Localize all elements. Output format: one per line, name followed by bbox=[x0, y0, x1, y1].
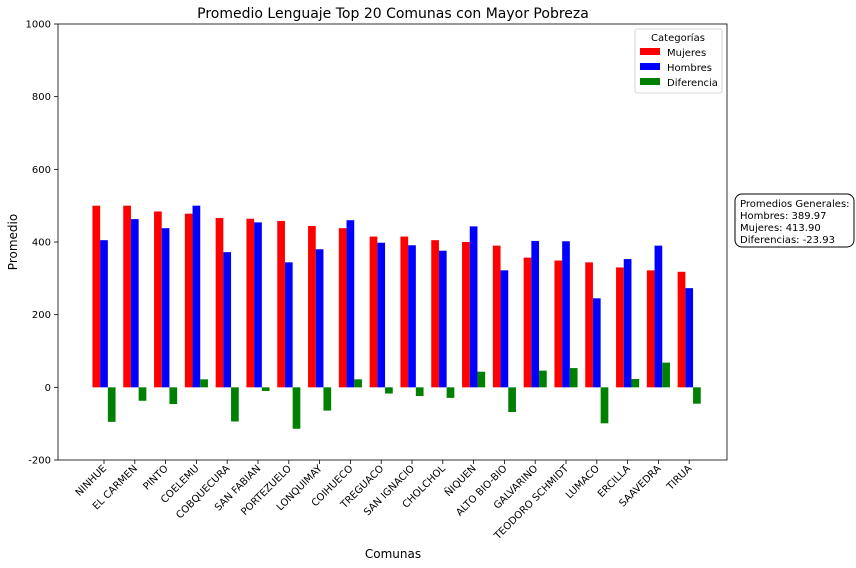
x-tick-label: PINTO bbox=[141, 463, 170, 492]
bar-hombres bbox=[223, 252, 232, 388]
bar-hombres bbox=[100, 240, 108, 388]
bar-mujeres bbox=[215, 218, 224, 388]
bar-mujeres bbox=[523, 257, 532, 388]
bar-mujeres bbox=[154, 211, 162, 388]
bar-mujeres bbox=[616, 267, 624, 388]
y-tick-label: 800 bbox=[32, 92, 51, 103]
bar-diferencia bbox=[508, 387, 516, 413]
bar-diferencia bbox=[631, 378, 640, 388]
bar-hombres bbox=[130, 219, 139, 388]
legend-label-diferencia: Diferencia bbox=[667, 78, 718, 89]
bar-hombres bbox=[438, 250, 447, 388]
summary-hombres: Hombres: 389.97 bbox=[740, 211, 827, 222]
bars-group bbox=[92, 205, 701, 429]
bar-diferencia bbox=[261, 387, 270, 391]
bar-diferencia bbox=[169, 387, 178, 405]
bar-hombres bbox=[161, 228, 170, 388]
bar-diferencia bbox=[354, 379, 362, 388]
bar-mujeres bbox=[184, 213, 193, 388]
y-tick-label: 0 bbox=[45, 383, 51, 394]
bar-hombres bbox=[592, 298, 601, 388]
summary-diferencias: Diferencias: -23.93 bbox=[740, 235, 835, 246]
bar-mujeres bbox=[123, 205, 131, 388]
legend-swatch-diferencia bbox=[640, 78, 660, 85]
y-axis: -200 0 200 400 600 800 1000 bbox=[26, 20, 58, 467]
y-tick-label: -200 bbox=[28, 456, 51, 467]
bar-mujeres bbox=[277, 220, 285, 388]
y-tick-label: 600 bbox=[32, 165, 51, 176]
x-tick-label: COBQUECURA bbox=[174, 463, 232, 521]
bar-hombres bbox=[284, 262, 293, 388]
summary-title: Promedios Generales: bbox=[740, 199, 850, 210]
bar-diferencia bbox=[200, 379, 208, 388]
bar-hombres bbox=[500, 270, 509, 388]
legend-swatch-mujeres bbox=[640, 48, 660, 55]
bar-diferencia bbox=[385, 387, 393, 394]
bar-diferencia bbox=[231, 387, 239, 422]
chart-title: Promedio Lenguaje Top 20 Comunas con May… bbox=[197, 6, 589, 22]
bar-hombres bbox=[377, 242, 386, 388]
bar-mujeres bbox=[462, 242, 470, 388]
bar-hombres bbox=[562, 241, 570, 388]
bar-diferencia bbox=[415, 387, 424, 397]
bar-hombres bbox=[346, 220, 355, 388]
summary-mujeres: Mujeres: 413.90 bbox=[740, 223, 821, 234]
bar-hombres bbox=[315, 249, 324, 388]
bar-mujeres bbox=[369, 236, 378, 388]
bar-diferencia bbox=[138, 387, 147, 401]
legend-label-hombres: Hombres bbox=[667, 63, 712, 74]
summary-box: Promedios Generales: Hombres: 389.97 Muj… bbox=[734, 193, 855, 248]
legend-swatch-hombres bbox=[640, 63, 660, 70]
bar-mujeres bbox=[554, 260, 563, 388]
bar-diferencia bbox=[662, 362, 670, 388]
x-tick-label: LUMACO bbox=[564, 463, 602, 501]
y-tick-label: 200 bbox=[32, 310, 51, 321]
bar-mujeres bbox=[400, 236, 409, 388]
bar-mujeres bbox=[431, 240, 439, 388]
bar-hombres bbox=[531, 240, 540, 388]
bar-mujeres bbox=[308, 226, 316, 388]
bar-hombres bbox=[254, 222, 262, 388]
bar-diferencia bbox=[446, 387, 455, 398]
bar-diferencia bbox=[693, 387, 701, 404]
legend-label-mujeres: Mujeres bbox=[667, 48, 706, 59]
bar-hombres bbox=[685, 288, 694, 388]
bar-mujeres bbox=[585, 262, 593, 388]
legend: Categorías Mujeres Hombres Diferencia bbox=[634, 28, 723, 94]
y-axis-title: Promedio bbox=[6, 214, 20, 270]
bar-diferencia bbox=[107, 387, 116, 422]
bar-diferencia bbox=[539, 370, 547, 388]
bar-mujeres bbox=[246, 218, 255, 388]
y-tick-label: 1000 bbox=[26, 20, 51, 31]
bar-mujeres bbox=[677, 271, 686, 388]
y-tick-label: 400 bbox=[32, 238, 51, 249]
legend-title: Categorías bbox=[651, 32, 705, 44]
bar-hombres bbox=[408, 245, 416, 388]
bar-diferencia bbox=[292, 387, 301, 429]
bar-mujeres bbox=[492, 245, 501, 388]
bar-diferencia bbox=[569, 368, 578, 388]
summary-frame bbox=[734, 193, 855, 248]
bar-diferencia bbox=[477, 371, 486, 388]
bar-mujeres bbox=[338, 228, 347, 388]
bar-hombres bbox=[469, 226, 478, 388]
bar-diferencia bbox=[600, 387, 609, 424]
bar-mujeres bbox=[646, 270, 655, 388]
bar-mujeres bbox=[92, 205, 101, 388]
bar-hombres bbox=[654, 245, 663, 388]
legend-frame bbox=[634, 28, 723, 94]
bar-hombres bbox=[623, 259, 632, 388]
bar-hombres bbox=[192, 205, 201, 388]
x-tick-label: TIRUA bbox=[665, 463, 695, 493]
bar-diferencia bbox=[323, 387, 332, 411]
x-axis-title: Comunas bbox=[365, 547, 421, 561]
